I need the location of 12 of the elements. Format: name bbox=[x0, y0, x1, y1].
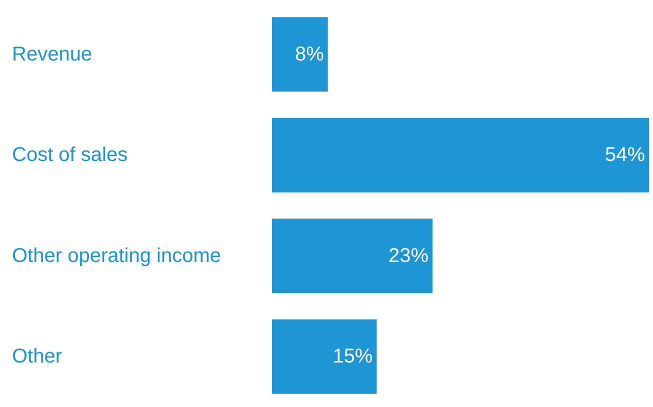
data-label: 23% bbox=[388, 244, 429, 267]
data-label: 15% bbox=[332, 346, 373, 368]
y-tick-label: Other bbox=[12, 346, 62, 368]
bar bbox=[272, 118, 649, 192]
bar bbox=[272, 218, 433, 294]
y-tick-label: Revenue bbox=[12, 43, 92, 66]
y-tick-label: Other operating income bbox=[12, 244, 222, 267]
data-label: 54% bbox=[604, 144, 646, 166]
bar bbox=[272, 319, 377, 394]
bar bbox=[272, 17, 328, 92]
data-label: 8% bbox=[294, 43, 324, 66]
y-tick-label: Cost of sales bbox=[12, 144, 128, 166]
